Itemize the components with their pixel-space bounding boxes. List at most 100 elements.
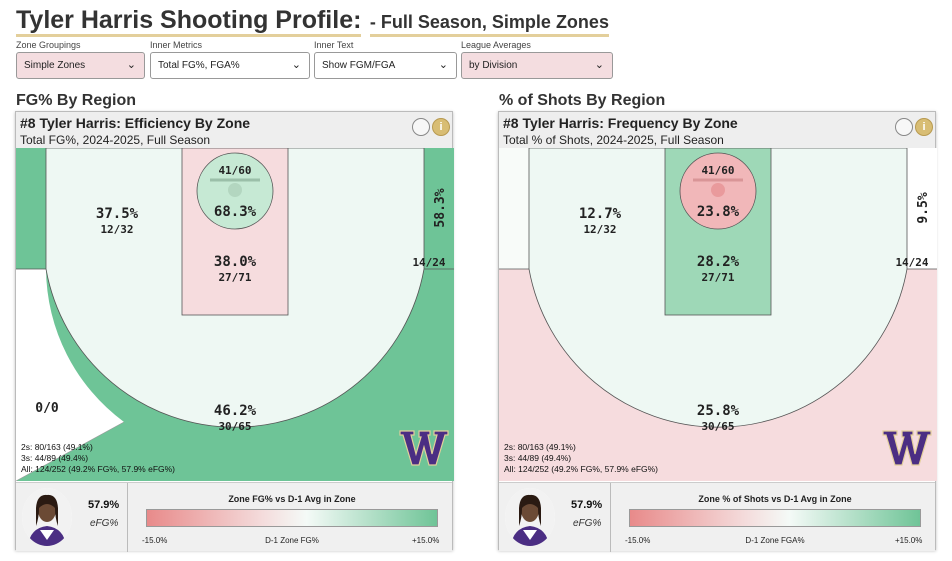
hoop (711, 183, 725, 197)
shot-chart-court: 41/60 23.8% 28.2% 27/71 12.7% 12/32 9.5%… (499, 148, 937, 481)
efg-label: eFG% (90, 518, 119, 529)
select-value: Total FG%, FGA% (158, 60, 240, 71)
legend-title: Zone % of Shots vs D-1 Avg in Zone (698, 494, 852, 504)
zone-label: 46.2% (214, 403, 257, 419)
zone-groupings-select[interactable]: Simple Zones ⌄ (16, 52, 145, 79)
select-value: by Division (469, 60, 518, 71)
stat-line: All: 124/252 (49.2% FG%, 57.9% eFG%) (504, 464, 659, 474)
hoop (228, 183, 242, 197)
frequency-card: #8 Tyler Harris: Frequency By Zone Total… (498, 111, 937, 552)
efg-value: 57.9% (88, 499, 120, 511)
chevron-down-icon: ⌄ (438, 59, 448, 71)
legend-mid: D-1 Zone FGA% (745, 536, 805, 545)
efg-label: eFG% (573, 518, 602, 529)
section-title-freq: % of Shots By Region (499, 92, 666, 109)
control-label: Inner Text (314, 40, 354, 50)
zone-three (499, 269, 937, 481)
inner-metrics-control: Inner Metrics Total FG%, FGA% ⌄ (150, 40, 310, 79)
card-subtitle: Total FG%, 2024-2025, Full Season (20, 133, 211, 147)
legend-min: -15.0% (142, 536, 168, 545)
title-sub: - Full Season, Simple Zones (369, 10, 609, 37)
zone-label: 14/24 (412, 256, 445, 269)
select-value: Simple Zones (24, 60, 86, 71)
stat-line: All: 124/252 (49.2% FG%, 57.9% eFG%) (21, 464, 176, 474)
divider (610, 483, 611, 552)
zone-label: 0/0 (35, 401, 59, 416)
card-footer: 57.9% eFG% Zone FG% vs D-1 Avg in Zone -… (16, 482, 452, 552)
select-value: Show FGM/FGA (322, 60, 396, 71)
stat-line: 2s: 80/163 (49.1%) (504, 442, 576, 452)
team-logo-icon (399, 430, 449, 466)
zone-label: 23.8% (697, 204, 740, 220)
legend-title: Zone FG% vs D-1 Avg in Zone (228, 494, 356, 504)
control-label: Inner Metrics (150, 40, 203, 50)
zone-label: 37.5% (96, 206, 139, 222)
court-line (16, 421, 125, 481)
card-header: #8 Tyler Harris: Efficiency By Zone Tota… (16, 112, 452, 149)
title-sub-zone: Simple Zones (491, 12, 609, 32)
zone-label: 12/32 (583, 223, 616, 236)
zone-label: 25.8% (697, 403, 740, 419)
card-footer: 57.9% eFG% Zone % of Shots vs D-1 Avg in… (499, 482, 935, 552)
chevron-down-icon: ⌄ (126, 59, 136, 71)
zone-label: 12/32 (100, 223, 133, 236)
legend-max: +15.0% (412, 536, 440, 545)
card-header: #8 Tyler Harris: Frequency By Zone Total… (499, 112, 935, 149)
zone-label: 30/65 (701, 420, 734, 433)
league-averages-control: League Averages by Division ⌄ (461, 40, 613, 79)
zone-label: 30/65 (218, 420, 251, 433)
legend-mid: D-1 Zone FG% (265, 536, 319, 545)
toggle-circle-icon[interactable] (895, 118, 913, 136)
team-logo-icon (882, 430, 932, 466)
inner-text-select[interactable]: Show FGM/FGA ⌄ (314, 52, 457, 79)
info-icon[interactable]: i (915, 118, 933, 136)
legend-min: -15.0% (625, 536, 651, 545)
inner-metrics-select[interactable]: Total FG%, FGA% ⌄ (150, 52, 310, 79)
zone-corner-right (907, 148, 937, 269)
zone-three (16, 269, 454, 481)
league-averages-select[interactable]: by Division ⌄ (461, 52, 613, 79)
zone-label: 9.5% (916, 192, 931, 223)
stat-line: 2s: 80/163 (49.1%) (21, 442, 93, 452)
player-headshot-icon (505, 488, 555, 546)
toggle-circle-icon[interactable] (412, 118, 430, 136)
legend-gradient (146, 509, 438, 527)
zone-corner-left (16, 148, 46, 269)
title-sub-prefix: - Full Season, (369, 12, 492, 32)
zone-label: 58.3% (433, 188, 448, 227)
player-headshot-icon (22, 488, 72, 546)
zone-label: 28.2% (697, 254, 740, 270)
card-subtitle: Total % of Shots, 2024-2025, Full Season (503, 133, 724, 147)
card-title: #8 Tyler Harris: Frequency By Zone (503, 115, 738, 131)
title-main: Tyler Harris Shooting Profile: (16, 6, 362, 37)
control-label: Zone Groupings (16, 40, 81, 50)
zone-label: 27/71 (218, 271, 251, 284)
efg-value: 57.9% (571, 499, 603, 511)
shot-chart-court: 41/60 68.3% 38.0% 27/71 37.5% 12/32 58.3… (16, 148, 454, 481)
zone-label: 12.7% (579, 206, 622, 222)
section-title-fg: FG% By Region (16, 92, 137, 109)
page-title: Tyler Harris Shooting Profile: - Full Se… (16, 6, 609, 37)
player-avatar (22, 488, 72, 546)
divider (127, 483, 128, 552)
info-icon[interactable]: i (432, 118, 450, 136)
player-avatar (505, 488, 555, 546)
zone-corner-left (499, 148, 529, 269)
control-label: League Averages (461, 40, 531, 50)
legend-gradient (629, 509, 921, 527)
inner-text-control: Inner Text Show FGM/FGA ⌄ (314, 40, 457, 79)
chevron-down-icon: ⌄ (594, 59, 604, 71)
summary-stats: 2s: 80/163 (49.1%) 3s: 44/89 (49.4%) All… (21, 442, 175, 475)
stat-line: 3s: 44/89 (49.4%) (21, 453, 89, 463)
card-title: #8 Tyler Harris: Efficiency By Zone (20, 115, 251, 131)
zone-corner-right (424, 148, 454, 269)
zone-label: 41/60 (218, 164, 251, 177)
efficiency-card: #8 Tyler Harris: Efficiency By Zone Tota… (15, 111, 454, 552)
zone-label: 41/60 (701, 164, 734, 177)
stat-line: 3s: 44/89 (49.4%) (504, 453, 572, 463)
chevron-down-icon: ⌄ (291, 59, 301, 71)
zone-corner-three-left (16, 269, 124, 481)
zone-groupings-control: Zone Groupings Simple Zones ⌄ (16, 40, 145, 79)
zone-label: 14/24 (895, 256, 928, 269)
summary-stats: 2s: 80/163 (49.1%) 3s: 44/89 (49.4%) All… (504, 442, 658, 475)
